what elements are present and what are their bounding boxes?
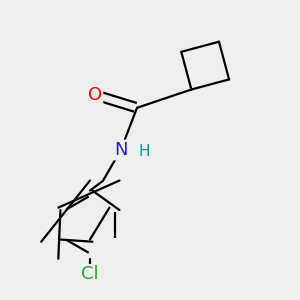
Text: Cl: Cl bbox=[81, 265, 99, 283]
Text: H: H bbox=[138, 144, 150, 159]
Text: N: N bbox=[114, 141, 128, 159]
Text: O: O bbox=[88, 86, 102, 104]
